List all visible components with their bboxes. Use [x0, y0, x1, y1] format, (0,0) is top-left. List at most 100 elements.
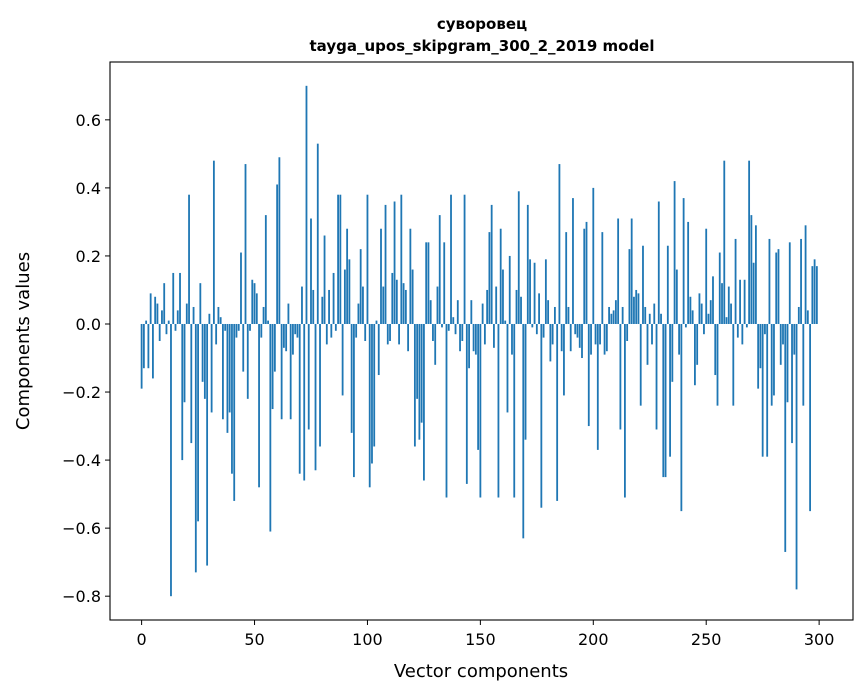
bar-265	[739, 279, 741, 324]
bar-200	[592, 187, 595, 324]
bar-264	[736, 323, 739, 338]
bar-174	[533, 262, 536, 324]
bar-231	[662, 323, 665, 478]
x-axis-ticks: 0 50 100 150 200 250 300	[137, 620, 834, 649]
bar-199	[590, 323, 592, 355]
bar-63	[282, 323, 285, 348]
bar-281	[775, 252, 778, 324]
bar-49	[251, 279, 254, 324]
bar-208	[610, 313, 613, 324]
bar-119	[409, 228, 412, 324]
bar-104	[375, 320, 378, 324]
bar-283	[779, 323, 782, 365]
bar-126	[425, 242, 428, 324]
bar-148	[474, 323, 477, 355]
bar-110	[389, 323, 391, 341]
bar-167	[517, 191, 520, 324]
bar-48	[249, 323, 251, 331]
bar-53	[260, 323, 263, 338]
bar-66	[289, 323, 292, 420]
bar-102	[371, 323, 373, 464]
bar-24	[194, 323, 197, 573]
bar-166	[515, 289, 518, 324]
bar-117	[404, 289, 407, 324]
bar-240	[682, 198, 685, 324]
bar-206	[605, 323, 608, 352]
bar-34	[217, 306, 220, 324]
bar-153	[486, 289, 489, 324]
bar-23	[192, 306, 195, 324]
bar-241	[684, 323, 687, 328]
bar-256	[718, 252, 721, 324]
bar-232	[664, 323, 667, 478]
y-tick-label-7: 0.6	[76, 111, 101, 130]
bar-6	[154, 296, 157, 324]
bar-15	[174, 323, 177, 331]
bar-195	[581, 323, 583, 359]
bar-234	[669, 323, 671, 457]
bar-64	[285, 323, 288, 352]
bar-185	[558, 164, 561, 324]
bar-201	[594, 323, 597, 345]
bar-246	[696, 323, 699, 365]
bar-36	[222, 323, 224, 420]
bar-149	[477, 323, 480, 450]
bar-253	[712, 276, 714, 324]
bar-59	[273, 323, 276, 372]
bar-175	[535, 323, 538, 335]
bar-213	[621, 306, 624, 324]
bar-160	[502, 269, 504, 324]
bar-25	[197, 323, 199, 522]
bar-285	[784, 323, 787, 552]
bar-73	[305, 85, 308, 324]
bar-20	[185, 303, 188, 324]
bar-186	[560, 323, 563, 352]
bar-88	[339, 194, 342, 324]
y-axis-ticks: −0.8 −0.6 −0.4 −0.2 0.0 0.2 0.4 0.6	[62, 111, 110, 606]
bar-47	[246, 323, 249, 399]
bar-77	[314, 323, 317, 471]
bar-9	[161, 310, 163, 324]
bar-136	[447, 323, 450, 331]
bar-86	[334, 323, 337, 331]
bar-230	[660, 313, 662, 324]
bar-297	[811, 266, 814, 324]
bar-133	[441, 323, 443, 328]
bar-96	[357, 303, 360, 324]
bar-109	[386, 323, 389, 345]
y-tick-label-0: −0.8	[62, 587, 101, 606]
bar-271	[752, 262, 755, 324]
bar-12	[167, 320, 170, 324]
bar-163	[508, 255, 511, 324]
bar-145	[468, 323, 470, 369]
bar-238	[678, 323, 681, 355]
bar-242	[687, 221, 690, 324]
bar-139	[454, 323, 457, 335]
bar-8	[158, 323, 161, 341]
bar-16	[176, 310, 179, 324]
bar-114	[398, 323, 400, 345]
y-tick-label-4: 0.0	[76, 315, 101, 334]
bar-245	[694, 323, 696, 386]
bar-173	[531, 323, 534, 328]
bar-84	[330, 323, 333, 338]
bar-155	[490, 204, 493, 324]
bar-196	[583, 228, 586, 324]
bar-42	[235, 323, 238, 338]
bar-180	[547, 300, 550, 324]
bar-267	[743, 279, 746, 324]
bar-17	[179, 272, 181, 324]
bar-61	[278, 157, 281, 324]
bar-154	[488, 232, 491, 324]
bar-188	[565, 232, 568, 324]
bar-147	[472, 323, 475, 352]
bar-150	[479, 323, 482, 498]
x-axis-label: Vector components	[394, 661, 568, 682]
bar-125	[423, 323, 425, 481]
bar-38	[226, 323, 229, 433]
bar-209	[612, 310, 615, 324]
bar-286	[786, 323, 789, 403]
bar-282	[777, 249, 780, 324]
bar-62	[280, 323, 283, 420]
bar-237	[675, 269, 678, 324]
